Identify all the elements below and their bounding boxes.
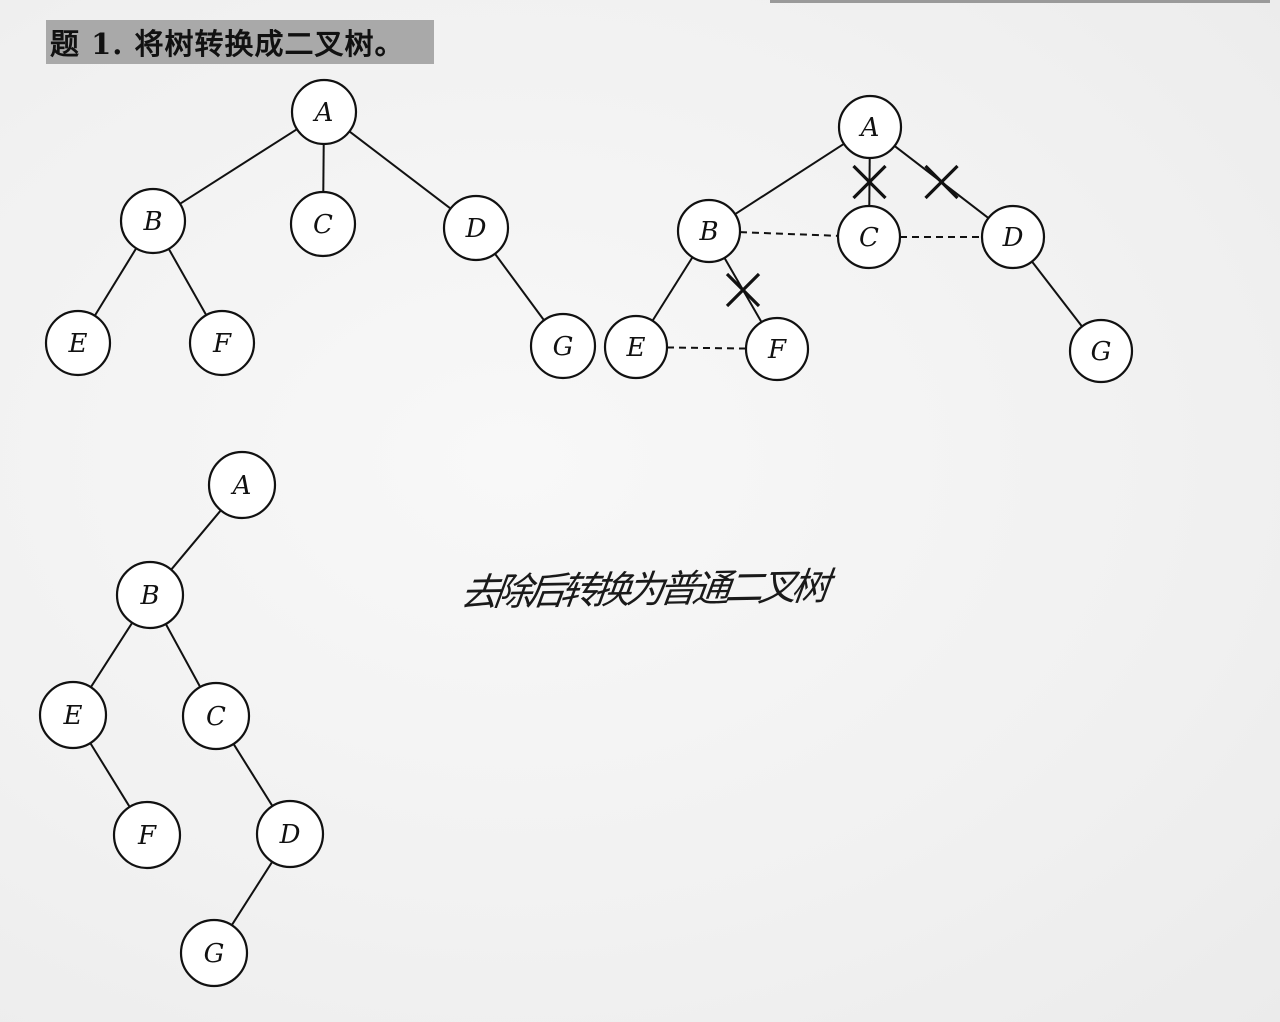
tree-node-g: G [529,312,597,380]
edge-D-G [230,861,274,926]
node-label: A [231,471,252,501]
edge-B-E [651,256,694,322]
node-label: E [63,701,83,731]
node-label: C [859,223,879,253]
tree-node-b: B [119,187,187,255]
edge-B-F [167,248,208,316]
node-label: D [465,214,487,244]
tree-node-c: C [181,681,251,751]
edge-D-G [1031,260,1083,328]
edge-A-B [179,128,298,205]
binary-tree: A B C D E F G [38,450,325,988]
node-label: G [1091,337,1112,367]
node-label: E [68,329,88,359]
edge-A-D [348,130,452,210]
sibling-link-B-C [739,231,839,237]
node-label: F [767,335,787,365]
tree-node-d: D [442,194,510,262]
tree-node-a: A [207,450,277,520]
top-rule [770,0,1270,3]
tree-node-c: C [836,204,902,270]
node-label: G [553,332,574,362]
node-label: E [626,333,646,363]
tree-node-a: A [290,78,358,146]
tree-node-a: A [837,94,903,160]
node-label: B [139,581,159,611]
tree-node-d: D [980,204,1046,270]
conversion-step: A B C D E F G [603,94,1134,384]
node-label: D [1002,223,1024,253]
edge-E-F [89,742,131,808]
tree-node-e: E [44,309,112,377]
tree-node-b: B [115,560,185,630]
tree-node-f: F [112,800,182,870]
tree-node-b: B [676,198,742,264]
tree-node-d: D [255,799,325,869]
tree-node-g: G [1068,318,1134,384]
node-label: A [313,98,334,128]
node-label: C [206,702,226,732]
edge-B-C [164,623,202,688]
edge-A-B [734,142,845,216]
node-label: B [698,217,718,247]
tree-node-c: C [289,190,357,258]
node-label: F [212,329,232,359]
question-title-band: 题 1. 将树转换成二叉树。 [46,20,434,64]
node-label: B [142,207,162,237]
edge-D-G [494,253,545,321]
node-label: D [279,820,301,850]
sibling-link-E-F [666,346,747,350]
cross-mark-A-D [924,164,959,200]
node-label: C [313,210,333,240]
original-tree: A B C D E F G [44,78,597,380]
tree-node-e: E [38,680,108,750]
tree-node-f: F [188,309,256,377]
cross-mark-A-C [852,164,887,200]
tree-node-g: G [179,918,249,988]
edge-B-E [93,247,138,317]
node-label: F [137,821,157,851]
edge-A-B [170,509,222,571]
handwritten-note: 去除后转换为普通二叉树 [458,564,828,615]
node-label: G [204,939,225,969]
question-title: 题 1. 将树转换成二叉树。 [50,27,405,61]
edge-B-E [89,622,134,688]
node-label: A [859,113,880,143]
edge-C-D [232,743,274,807]
tree-node-f: F [744,316,810,382]
tree-node-e: E [603,314,669,380]
cross-mark-B-F [725,272,761,308]
